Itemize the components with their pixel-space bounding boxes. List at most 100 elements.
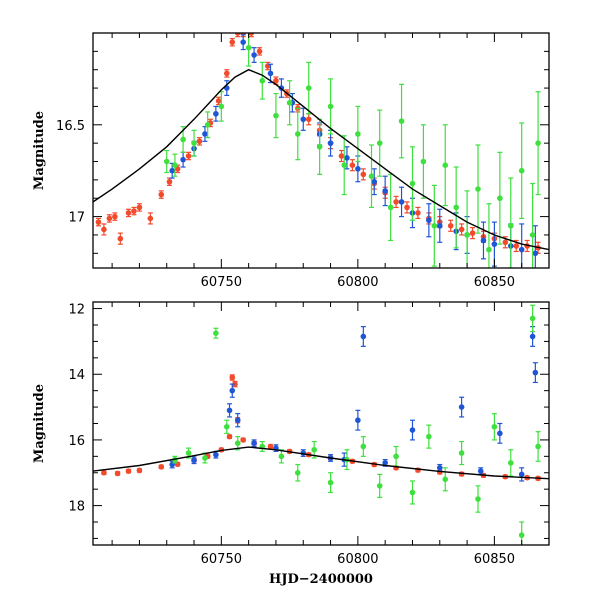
- y-tick-label: 12: [68, 303, 85, 318]
- data-point-blue: [180, 151, 186, 168]
- data-point-blue: [491, 221, 498, 267]
- data-point-green: [497, 151, 503, 245]
- data-point-green: [420, 124, 427, 199]
- data-point-green: [327, 472, 334, 494]
- data-point-green: [491, 413, 498, 441]
- data-point-blue: [229, 383, 236, 398]
- data-point-blue: [360, 326, 367, 347]
- data-point-red: [136, 203, 143, 212]
- data-point-red: [349, 159, 356, 172]
- data-point-blue: [480, 221, 487, 260]
- y-tick-label: 16.5: [56, 119, 85, 134]
- data-point-green: [360, 436, 367, 457]
- x-tick-label: 60850: [474, 552, 515, 567]
- data-point-red: [185, 151, 192, 161]
- data-point-red: [232, 380, 238, 388]
- data-point-red: [229, 37, 236, 47]
- data-point-green: [475, 144, 481, 234]
- data-point-blue: [251, 439, 257, 448]
- data-point-green: [442, 124, 449, 207]
- data-point-red: [267, 443, 274, 450]
- x-tick-label: 60750: [201, 275, 242, 290]
- data-point-red: [125, 208, 132, 218]
- data-point-red: [112, 212, 118, 221]
- data-point-red: [264, 61, 271, 71]
- data-point-green: [475, 485, 481, 513]
- data-point-blue: [202, 126, 208, 142]
- data-point-blue: [436, 208, 443, 243]
- data-point-green: [191, 129, 197, 157]
- data-point-blue: [532, 362, 539, 384]
- x-tick-label: 60800: [337, 275, 378, 290]
- data-point-green: [278, 449, 285, 464]
- x-axis-label: HJD−2400000: [269, 572, 373, 587]
- data-point-red: [196, 137, 203, 146]
- x-tick-label: 60850: [474, 275, 515, 290]
- data-point-red: [101, 223, 107, 236]
- bottom-panel: 60750 60800 60850 12 14 16 18 Magnitude HJD−2400…: [32, 301, 550, 587]
- data-point-green: [218, 91, 225, 122]
- data-point-green: [507, 449, 514, 477]
- data-point-blue: [382, 175, 388, 207]
- data-point-green: [376, 473, 383, 498]
- data-point-red: [469, 227, 476, 240]
- data-point-red: [256, 47, 263, 56]
- data-point-blue: [497, 422, 503, 444]
- data-point-blue: [191, 456, 197, 465]
- data-point-green: [327, 78, 334, 135]
- plot-frame: [92, 301, 550, 546]
- data-point-red: [404, 201, 410, 214]
- top-panel: 60750 60800 60850 16.5 17 Magnitude: [32, 32, 550, 290]
- data-point-red: [106, 214, 113, 223]
- data-point-green: [223, 419, 230, 434]
- data-point-red: [305, 113, 312, 126]
- data-point-red: [158, 190, 165, 199]
- y-axis-label: Magnitude: [32, 384, 47, 463]
- data-point-red: [226, 433, 233, 440]
- data-point-blue: [518, 467, 525, 482]
- y-tick-label: 16: [68, 434, 85, 449]
- data-point-blue: [355, 409, 361, 431]
- data-point-green: [355, 105, 361, 163]
- data-point-red: [215, 96, 222, 106]
- data-point-red: [393, 195, 399, 209]
- data-point-green: [387, 173, 394, 242]
- data-point-red: [240, 437, 246, 443]
- data-point-green: [458, 440, 465, 466]
- data-point-green: [204, 111, 211, 139]
- data-point-green: [409, 480, 416, 505]
- data-point-blue: [409, 419, 416, 441]
- data-point-green: [172, 153, 178, 177]
- data-point-green: [529, 182, 536, 268]
- data-point-green: [426, 424, 432, 449]
- x-tick-label: 60750: [201, 552, 242, 567]
- data-point-blue: [226, 403, 233, 418]
- data-point-green: [163, 149, 170, 174]
- data-point-green: [341, 135, 348, 196]
- data-point-green: [529, 304, 536, 333]
- data-point-green: [294, 107, 301, 161]
- plot-area: [93, 33, 549, 268]
- y-tick-label: 18: [68, 500, 85, 515]
- data-point-blue: [436, 463, 443, 472]
- data-point-blue: [240, 34, 246, 51]
- data-point-red: [248, 33, 255, 38]
- data-point-blue: [398, 186, 405, 218]
- data-point-green: [431, 184, 438, 267]
- data-point-red: [447, 219, 454, 232]
- data-point-blue: [371, 168, 378, 196]
- model-curve: [93, 446, 549, 480]
- data-point-red: [502, 236, 509, 249]
- data-point-red: [136, 467, 143, 474]
- data-point-red: [95, 217, 102, 227]
- y-tick-label: 17: [68, 211, 85, 226]
- data-point-red: [360, 168, 367, 181]
- plot-frame: [92, 32, 550, 269]
- data-point-green: [518, 122, 525, 220]
- data-point-red: [166, 177, 173, 186]
- data-point-green: [286, 80, 293, 126]
- data-point-green: [535, 91, 541, 196]
- data-point-red: [234, 33, 241, 38]
- data-point-blue: [458, 396, 465, 418]
- y-tick-label: 14: [68, 368, 85, 383]
